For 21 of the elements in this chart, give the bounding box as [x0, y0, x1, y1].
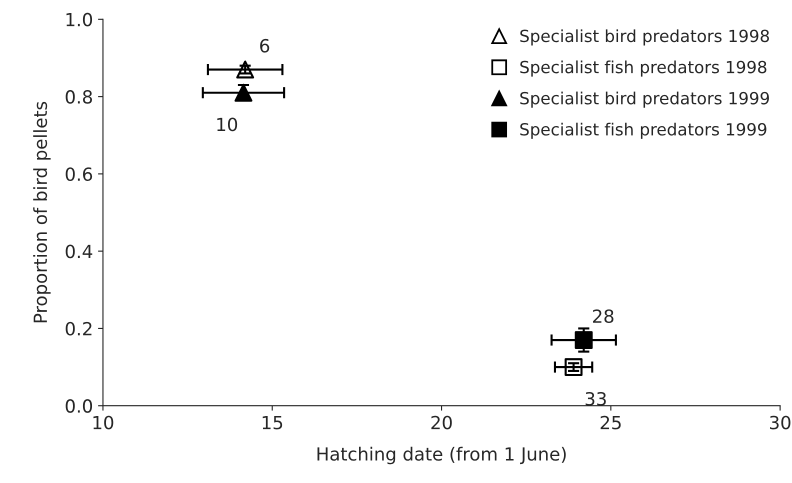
legend-label: Specialist bird predators 1998	[520, 29, 769, 46]
legend-label: Specialist fish predators 1998	[520, 60, 766, 77]
annotation: 28	[593, 309, 614, 324]
y-tick-label: 0.2	[66, 322, 92, 336]
x-tick-label: 25	[600, 416, 621, 430]
x-tick-label: 20	[431, 416, 452, 430]
annotation: 33	[586, 392, 606, 406]
x-tick-label: 15	[262, 416, 282, 430]
annotation: 10	[217, 118, 238, 132]
y-tick-label: 0.4	[66, 244, 92, 258]
y-tick-label: 0.8	[66, 90, 92, 104]
legend-label: Specialist bird predators 1999	[520, 92, 769, 108]
x-axis-title: Hatching date (from 1 June)	[318, 446, 566, 464]
annotation: 6	[260, 38, 270, 53]
y-tick-label: 0.6	[66, 167, 92, 181]
y-tick-label: 0.0	[66, 399, 92, 413]
y-axis-title: Proportion of bird pellets	[33, 102, 51, 322]
legend-label: Specialist fish predators 1999	[520, 122, 766, 139]
x-tick-label: 30	[770, 416, 790, 430]
x-tick-label: 10	[93, 416, 114, 430]
y-tick-label: 1.0	[66, 12, 92, 26]
